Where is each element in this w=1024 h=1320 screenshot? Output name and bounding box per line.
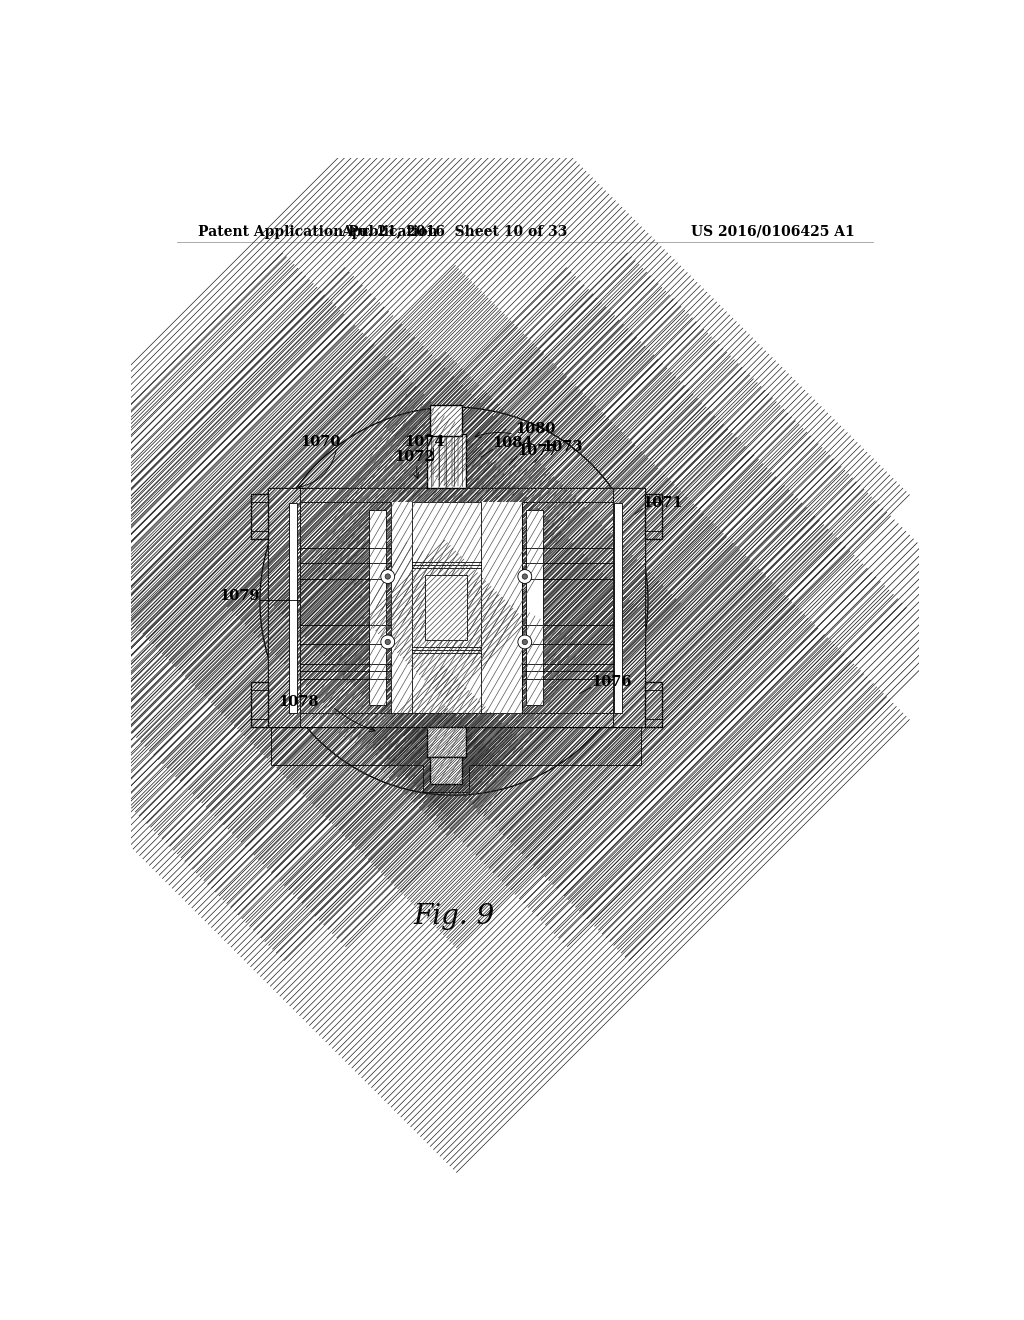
Bar [432, 759, 461, 783]
Bar [432, 407, 461, 434]
Text: 1076: 1076 [591, 675, 632, 689]
Bar [427, 726, 466, 758]
Bar [412, 502, 481, 713]
Bar [526, 510, 544, 705]
Bar [427, 434, 466, 488]
Bar [413, 503, 479, 561]
Text: Apr. 21, 2016  Sheet 10 of 33: Apr. 21, 2016 Sheet 10 of 33 [341, 224, 567, 239]
Bar [426, 607, 466, 636]
Bar [268, 488, 299, 726]
Bar [612, 488, 645, 726]
Circle shape [522, 639, 527, 644]
Bar [645, 494, 662, 539]
Bar [267, 488, 300, 726]
Text: 1070: 1070 [300, 434, 340, 449]
Circle shape [518, 570, 531, 583]
Bar [430, 405, 463, 436]
Bar [429, 729, 464, 756]
Bar [521, 502, 612, 713]
Bar [301, 503, 390, 711]
Circle shape [381, 635, 394, 649]
Text: 1074: 1074 [403, 434, 444, 449]
Bar [413, 651, 479, 709]
Bar [430, 758, 463, 784]
Text: 1073: 1073 [543, 440, 583, 454]
Circle shape [522, 574, 527, 579]
Text: 1072: 1072 [394, 450, 435, 465]
Text: Fig. 9: Fig. 9 [414, 903, 495, 931]
Text: 1084: 1084 [493, 437, 532, 450]
Bar [300, 502, 391, 713]
Text: US 2016/0106425 A1: US 2016/0106425 A1 [690, 224, 854, 239]
Text: 1071: 1071 [643, 496, 683, 511]
Circle shape [518, 635, 531, 649]
Text: 1079: 1079 [219, 589, 260, 603]
Bar [370, 510, 386, 705]
Text: 1078: 1078 [279, 696, 318, 709]
Bar [289, 503, 297, 713]
Text: Patent Application Publication: Patent Application Publication [199, 224, 438, 239]
Bar [251, 494, 267, 539]
Text: 1077: 1077 [517, 444, 558, 458]
Bar [522, 503, 611, 711]
Circle shape [381, 570, 394, 583]
Circle shape [385, 639, 390, 644]
Bar [267, 488, 645, 726]
Bar [613, 488, 644, 726]
Bar [614, 503, 622, 713]
Bar [301, 714, 611, 725]
Bar [300, 713, 612, 726]
Bar [300, 488, 612, 502]
Bar [425, 576, 467, 640]
Bar [391, 502, 521, 713]
Bar [251, 682, 267, 726]
Bar [645, 682, 662, 726]
Text: 1080: 1080 [515, 422, 556, 437]
Bar [301, 488, 611, 500]
Circle shape [385, 574, 390, 579]
